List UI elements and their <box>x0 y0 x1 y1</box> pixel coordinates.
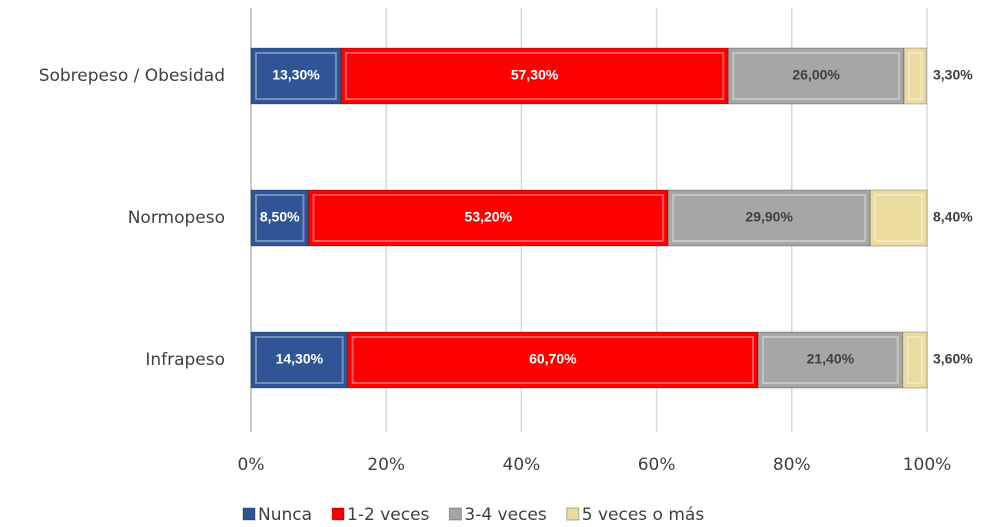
bar-segment <box>903 47 927 105</box>
x-tick-label: 80% <box>773 455 811 475</box>
data-label: 26,00% <box>792 67 840 83</box>
bar-bevel <box>255 336 344 384</box>
bar-bevel <box>672 194 867 242</box>
legend-label: 3-4 veces <box>464 505 546 525</box>
bar-bevel <box>255 52 337 100</box>
legend-label: 1-2 veces <box>347 505 429 525</box>
category-label: Normopeso <box>128 208 225 228</box>
bar-bevel <box>906 336 924 384</box>
x-tick-label: 60% <box>638 455 676 475</box>
data-label: 60,70% <box>529 351 577 367</box>
bar-bevel <box>255 194 305 242</box>
data-label: 3,60% <box>933 351 973 367</box>
bar-bevel <box>908 52 923 100</box>
category-label: Sobrepeso / Obesidad <box>39 66 225 86</box>
bar-bevel <box>351 336 754 384</box>
bar-bevel <box>312 194 665 242</box>
bar-segment <box>250 47 342 105</box>
data-label: 53,20% <box>465 209 513 225</box>
data-label: 57,30% <box>511 67 559 83</box>
legend-label: Nunca <box>258 505 312 525</box>
bar-bevel <box>732 52 901 100</box>
legend-swatch <box>566 507 580 521</box>
bar-segment <box>340 47 729 105</box>
bar-bevel <box>762 336 899 384</box>
bar-segment <box>250 331 349 389</box>
bar-segment <box>347 331 759 389</box>
data-label: 13,30% <box>272 67 320 83</box>
bar-segment <box>667 189 871 247</box>
bar-bevel <box>874 194 924 242</box>
bar-segment <box>307 189 669 247</box>
data-label: 14,30% <box>276 351 324 367</box>
x-tick-label: 100% <box>903 455 952 475</box>
data-label: 8,40% <box>933 209 973 225</box>
x-tick-label: 20% <box>367 455 405 475</box>
x-tick-label: 40% <box>503 455 541 475</box>
legend-label: 5 veces o más <box>582 505 705 525</box>
data-label: 29,90% <box>745 209 793 225</box>
legend-swatch <box>331 507 345 521</box>
data-label: 3,30% <box>933 67 973 83</box>
legend-swatch <box>242 507 256 521</box>
data-label: 21,40% <box>807 351 855 367</box>
bar-bevel <box>344 52 725 100</box>
bar-segment <box>757 331 904 389</box>
bar-segment <box>869 189 928 247</box>
legend-swatch <box>448 507 462 521</box>
data-label: 8,50% <box>260 209 300 225</box>
x-tick-label: 0% <box>238 455 265 475</box>
bar-segment <box>902 331 928 389</box>
category-label: Infrapeso <box>145 350 225 370</box>
